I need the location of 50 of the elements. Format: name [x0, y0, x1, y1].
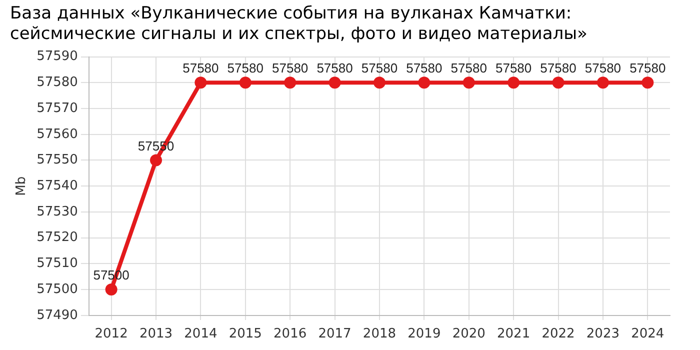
x-tick-label: 2014 [184, 326, 218, 342]
data-label: 57580 [406, 60, 442, 76]
point [194, 76, 207, 89]
y-tick-label: 57580 [36, 75, 78, 90]
data-label: 57580 [495, 60, 532, 76]
point [328, 76, 341, 89]
point [150, 154, 162, 166]
x-tick-label: 2017 [318, 326, 352, 342]
point [105, 284, 118, 296]
data-label: 57580 [182, 60, 219, 76]
y-tick-label: 57500 [36, 282, 78, 297]
x-tick-label: 2021 [497, 326, 530, 342]
y-tick-label: 57560 [36, 126, 78, 142]
data-label: 57580 [227, 60, 264, 76]
y-tick-label: 57530 [36, 204, 78, 220]
x-tick-label: 2018 [362, 326, 396, 342]
data-label: 57580 [361, 60, 398, 76]
point [284, 76, 296, 89]
data-label: 57580 [584, 60, 622, 76]
x-tick-label: 2020 [452, 326, 486, 342]
point [418, 76, 430, 89]
y-tick-label: 57540 [36, 178, 78, 194]
x-tick-label: 2016 [274, 326, 307, 342]
point [373, 76, 386, 89]
x-tick-label: 2012 [94, 326, 128, 342]
x-tick-label: 2013 [139, 326, 173, 342]
point [462, 76, 475, 89]
data-label: 57580 [630, 60, 666, 76]
point [552, 76, 564, 89]
point [642, 76, 654, 89]
data-label: 57580 [316, 60, 353, 76]
x-tick-label: 2019 [408, 326, 441, 342]
chart-title: База данных «Вулканические события на вулканах Камчатки: сейсмические сигналы и их спектры, фото и видео материалы» [10, 4, 588, 44]
point [596, 76, 609, 89]
x-tick-label: 2015 [228, 326, 262, 342]
x-tick-label: 2024 [631, 326, 664, 342]
data-label: 57580 [540, 60, 576, 76]
y-tick-label: 57550 [36, 152, 78, 168]
point [239, 76, 252, 89]
y-axis-title: Mb [14, 176, 30, 196]
y-tick-label: 57590 [36, 49, 78, 64]
y-tick-label: 57570 [36, 100, 78, 116]
y-tick-label: 57490 [36, 308, 78, 323]
x-tick-label: 2023 [586, 326, 620, 342]
data-label: 57580 [272, 60, 308, 76]
y-tick-label: 57510 [36, 256, 78, 272]
point [508, 76, 520, 89]
y-tick-label: 57520 [36, 230, 78, 246]
x-tick-label: 2022 [542, 326, 575, 342]
data-label: 57580 [450, 60, 487, 76]
